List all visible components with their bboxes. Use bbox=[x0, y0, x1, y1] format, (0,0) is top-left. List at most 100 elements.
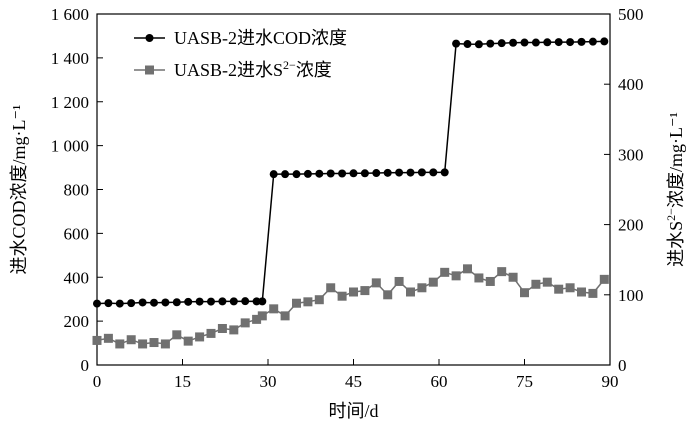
data-point bbox=[207, 297, 215, 306]
data-point bbox=[429, 168, 438, 177]
data-point bbox=[252, 314, 262, 324]
data-point bbox=[383, 168, 392, 177]
data-point bbox=[115, 299, 124, 308]
data-point bbox=[314, 295, 324, 305]
data-point bbox=[269, 170, 278, 179]
y-axis-right-title-suffix: 浓度/mg·L⁻¹ bbox=[666, 112, 686, 208]
data-point bbox=[474, 40, 483, 49]
data-point bbox=[195, 297, 204, 306]
data-point bbox=[229, 325, 239, 335]
data-point bbox=[315, 169, 324, 178]
data-point bbox=[269, 304, 279, 314]
data-point bbox=[252, 297, 261, 306]
data-point bbox=[183, 336, 193, 346]
data-point bbox=[92, 335, 102, 345]
data-point bbox=[229, 297, 238, 306]
data-point bbox=[281, 170, 290, 179]
data-point bbox=[217, 323, 227, 333]
data-point bbox=[160, 339, 170, 349]
y-axis-right-title: 进水S2−浓度/mg·L⁻¹ bbox=[664, 112, 686, 267]
y-left-tick-label: 400 bbox=[64, 268, 90, 287]
data-point bbox=[531, 279, 541, 289]
data-point bbox=[406, 287, 415, 297]
data-point bbox=[326, 283, 336, 293]
legend: UASB-2进水COD浓度 UASB-2进水S2−浓度 bbox=[134, 28, 347, 80]
data-point bbox=[338, 169, 347, 178]
data-point bbox=[474, 273, 484, 283]
x-tick-label: 30 bbox=[260, 372, 277, 391]
x-tick-label: 15 bbox=[174, 372, 191, 391]
data-point bbox=[360, 286, 370, 296]
tick-marks bbox=[96, 13, 611, 366]
data-point bbox=[406, 168, 415, 177]
data-point bbox=[463, 264, 472, 274]
data-point bbox=[554, 38, 563, 47]
y-right-tick-label: 500 bbox=[618, 5, 644, 24]
data-point bbox=[395, 168, 404, 177]
legend-label-cod: UASB-2进水COD浓度 bbox=[174, 28, 347, 48]
legend-label-sulfide-suffix: 浓度 bbox=[296, 60, 332, 80]
y-left-tick-label: 1 000 bbox=[51, 137, 89, 156]
data-point bbox=[531, 38, 540, 47]
y-right-tick-label: 0 bbox=[618, 356, 627, 375]
data-point bbox=[383, 290, 393, 300]
data-point bbox=[485, 276, 495, 286]
x-tick-label: 0 bbox=[93, 372, 102, 391]
data-point bbox=[240, 318, 250, 328]
data-point bbox=[417, 283, 427, 293]
data-point bbox=[440, 168, 449, 177]
data-point bbox=[292, 298, 301, 308]
data-point bbox=[520, 38, 529, 47]
data-point bbox=[161, 298, 170, 307]
data-point bbox=[195, 332, 205, 342]
data-point bbox=[428, 277, 438, 287]
data-point bbox=[103, 333, 113, 343]
y-left-tick-label: 800 bbox=[64, 181, 90, 200]
data-point bbox=[486, 39, 495, 48]
data-point bbox=[360, 169, 369, 178]
legend-label-sulfide-prefix: UASB-2进水S bbox=[174, 60, 283, 80]
data-point bbox=[326, 169, 335, 178]
data-point bbox=[337, 291, 347, 301]
data-point bbox=[588, 288, 598, 298]
x-tick-label: 90 bbox=[602, 372, 619, 391]
data-point bbox=[303, 169, 312, 178]
data-point bbox=[349, 287, 358, 297]
y-right-tick-label: 400 bbox=[618, 75, 644, 94]
x-tick-label: 60 bbox=[431, 372, 448, 391]
data-point bbox=[349, 169, 358, 178]
data-point bbox=[554, 284, 564, 294]
x-tick-label: 75 bbox=[516, 372, 533, 391]
y-left-tick-label: 600 bbox=[64, 224, 90, 243]
y-right-tick-label: 300 bbox=[618, 145, 644, 164]
legend-marker-cod bbox=[145, 34, 154, 42]
data-point bbox=[520, 288, 529, 298]
data-point bbox=[565, 283, 575, 293]
series-line-0 bbox=[96, 40, 605, 305]
y-left-tick-label: 1 200 bbox=[51, 93, 89, 112]
data-point bbox=[172, 298, 181, 307]
data-point bbox=[577, 37, 586, 46]
data-point bbox=[138, 339, 148, 349]
data-point bbox=[463, 40, 472, 49]
y-axis-left-title: 进水COD浓度/mg·L⁻¹ bbox=[9, 105, 29, 275]
data-point bbox=[588, 37, 597, 46]
y-left-tick-label: 200 bbox=[64, 312, 90, 331]
data-point bbox=[508, 272, 518, 282]
data-point bbox=[138, 298, 147, 307]
legend-label-sulfide-sup: 2− bbox=[283, 58, 296, 72]
series-line-1 bbox=[96, 267, 605, 345]
x-tick-label: 45 bbox=[345, 372, 362, 391]
data-point bbox=[599, 274, 609, 284]
data-point bbox=[184, 297, 193, 306]
data-point bbox=[452, 39, 461, 48]
data-point bbox=[543, 38, 552, 47]
series-layer bbox=[92, 37, 609, 349]
data-point bbox=[149, 338, 159, 348]
data-point bbox=[394, 276, 404, 286]
data-point bbox=[258, 297, 267, 306]
data-point bbox=[218, 297, 227, 306]
y-right-tick-label: 200 bbox=[618, 216, 644, 235]
